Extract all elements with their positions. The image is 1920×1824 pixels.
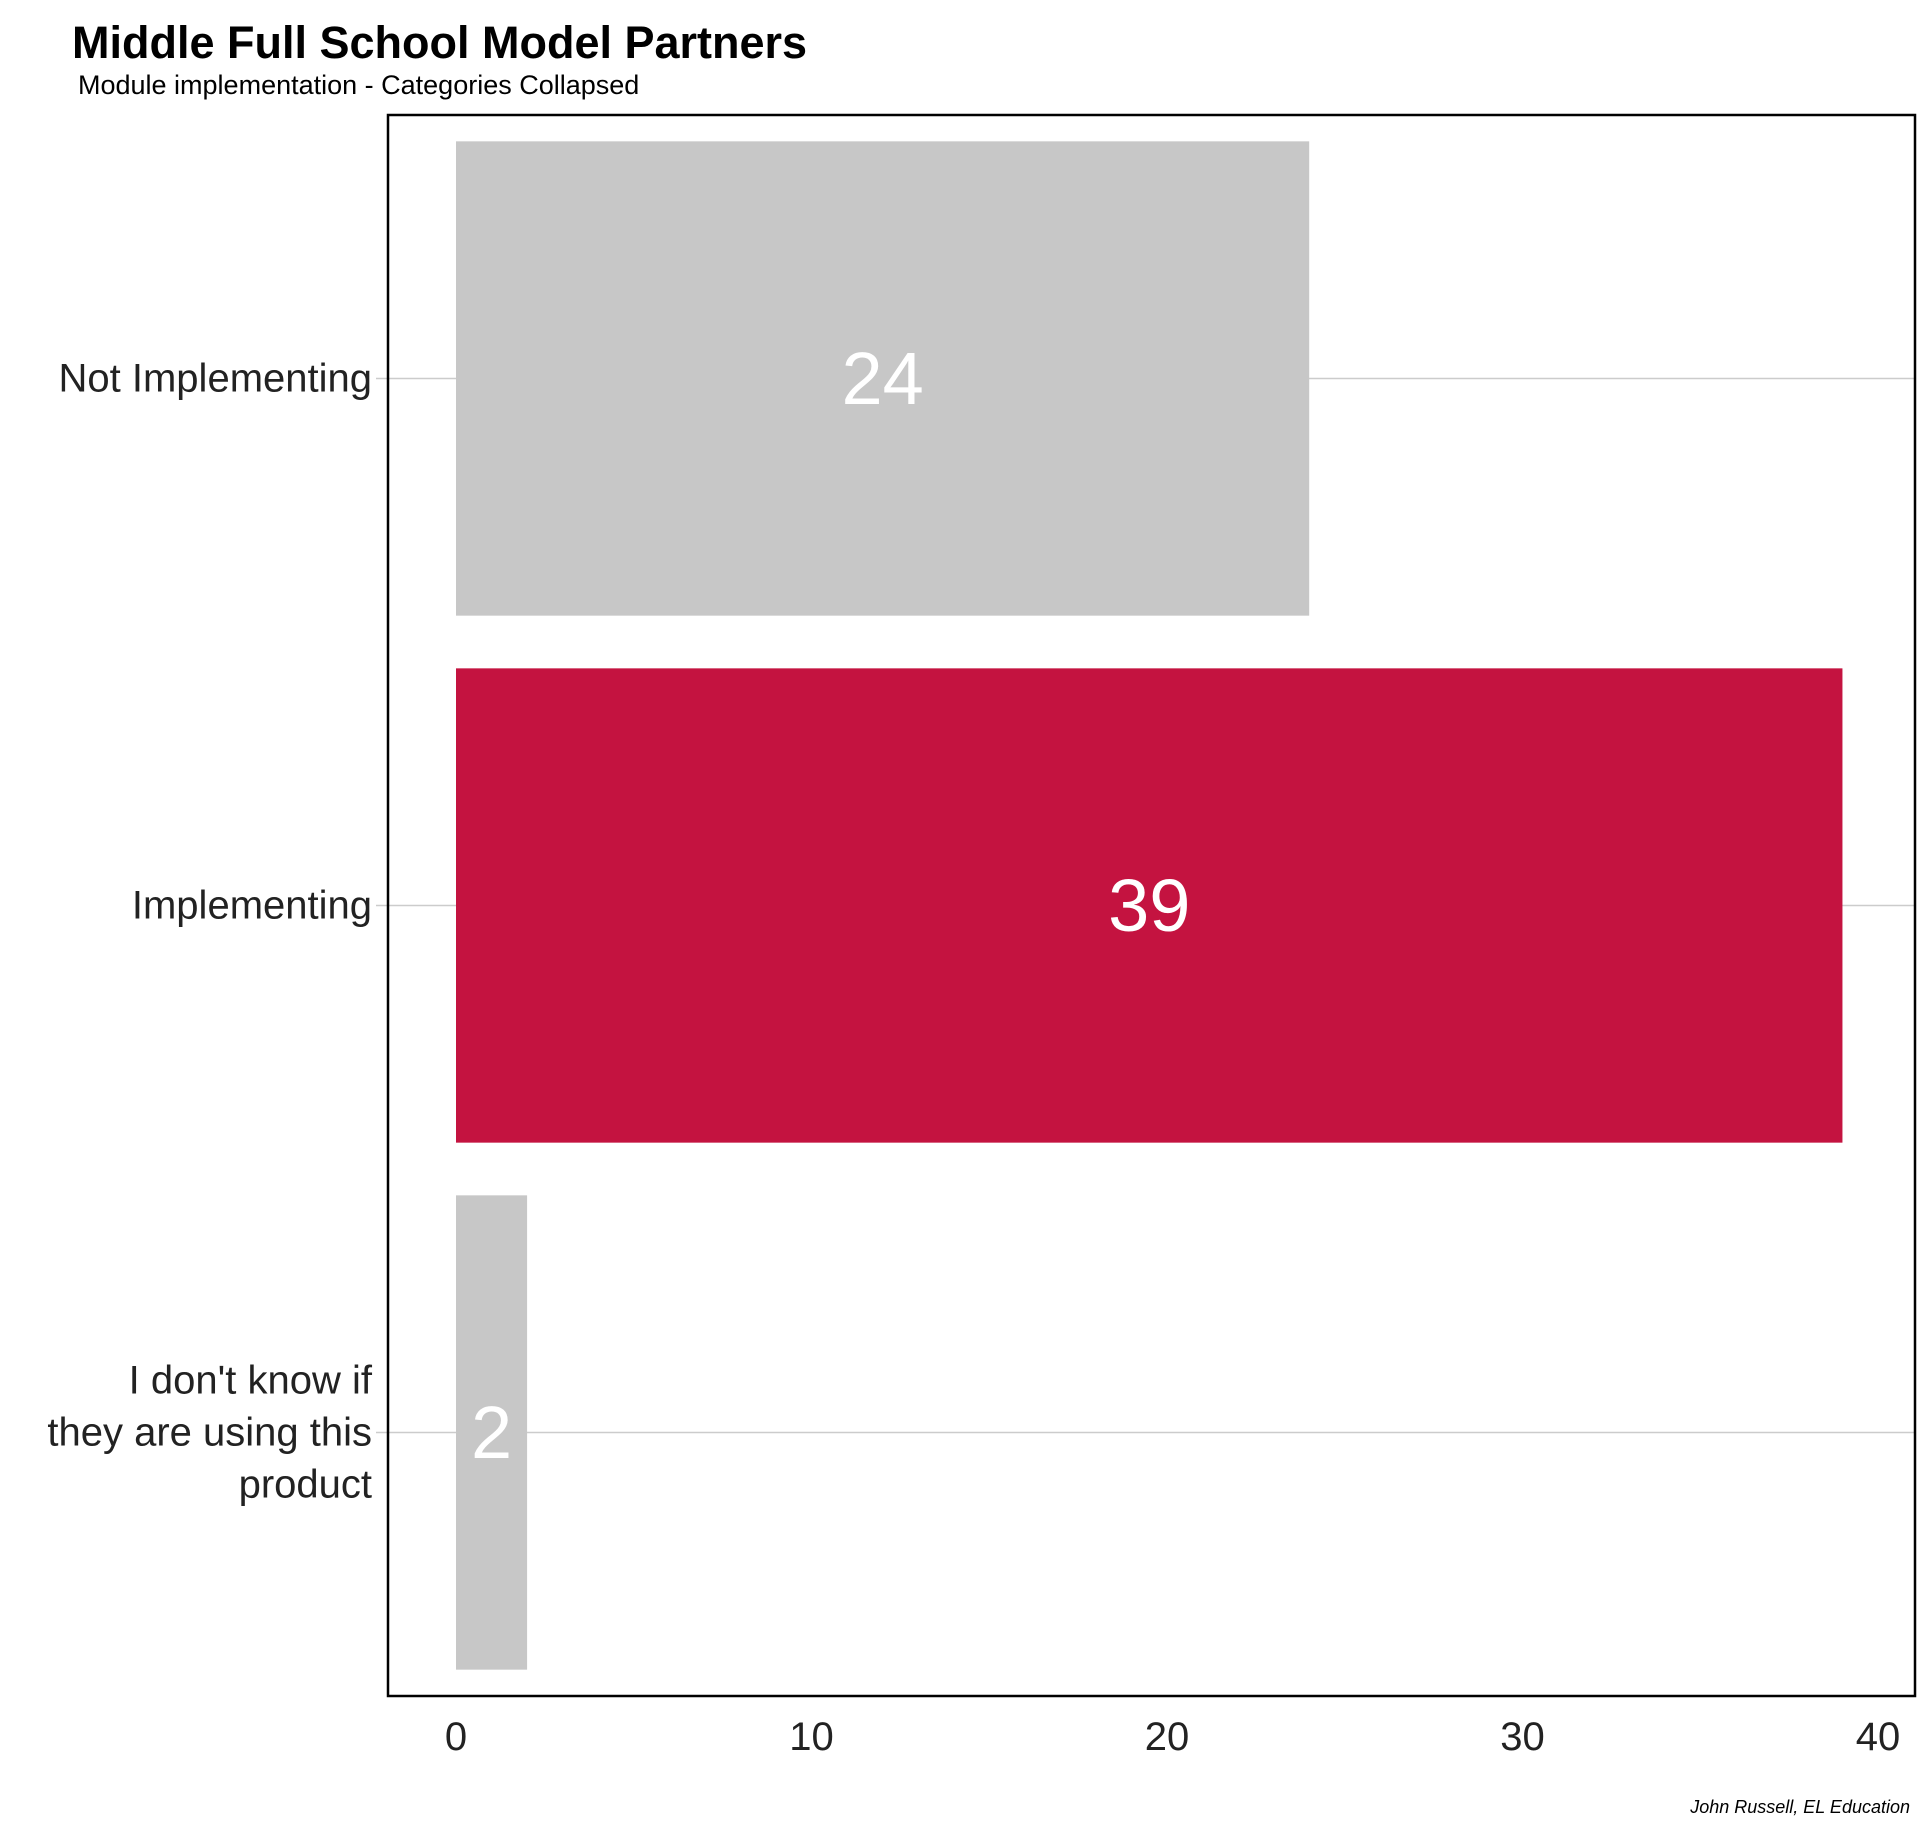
data-label-0: 24 xyxy=(841,337,923,420)
x-tick-label-20: 20 xyxy=(1145,1715,1190,1759)
x-axis-ticks: 0 10 20 30 40 xyxy=(445,1715,1900,1759)
category-label-2: I don't know if they are using this produc… xyxy=(47,1359,373,1507)
x-tick-label-10: 10 xyxy=(789,1715,834,1759)
bar-1 xyxy=(456,668,1843,1143)
data-label-1: 39 xyxy=(1108,864,1190,947)
data-label-2: 2 xyxy=(471,1391,512,1474)
x-tick-label-40: 40 xyxy=(1856,1715,1901,1759)
category-label-line: Not Implementing xyxy=(59,357,372,401)
chart-caption: John Russell, EL Education xyxy=(1689,1797,1910,1817)
chart-title: Middle Full School Model Partners xyxy=(72,17,807,68)
category-label-1: Implementing xyxy=(132,884,372,928)
category-labels: Not Implementing Implementing I don't know… xyxy=(47,357,373,1507)
category-label-line: product xyxy=(239,1463,372,1507)
x-tick-label-30: 30 xyxy=(1500,1715,1545,1759)
chart-subtitle: Module implementation - Categories Colla… xyxy=(78,70,639,100)
category-label-0: Not Implementing xyxy=(59,357,372,401)
category-label-line: Implementing xyxy=(132,884,372,928)
bar-2 xyxy=(456,1195,528,1670)
plot-frame xyxy=(386,113,1917,1698)
x-tick-label-0: 0 xyxy=(445,1715,467,1759)
category-label-line: they are using this xyxy=(47,1411,372,1455)
category-label-line: I don't know if xyxy=(129,1359,373,1403)
bars xyxy=(456,141,1843,1670)
data-labels: 24 39 2 xyxy=(471,337,1190,1474)
bar-0 xyxy=(456,141,1310,616)
